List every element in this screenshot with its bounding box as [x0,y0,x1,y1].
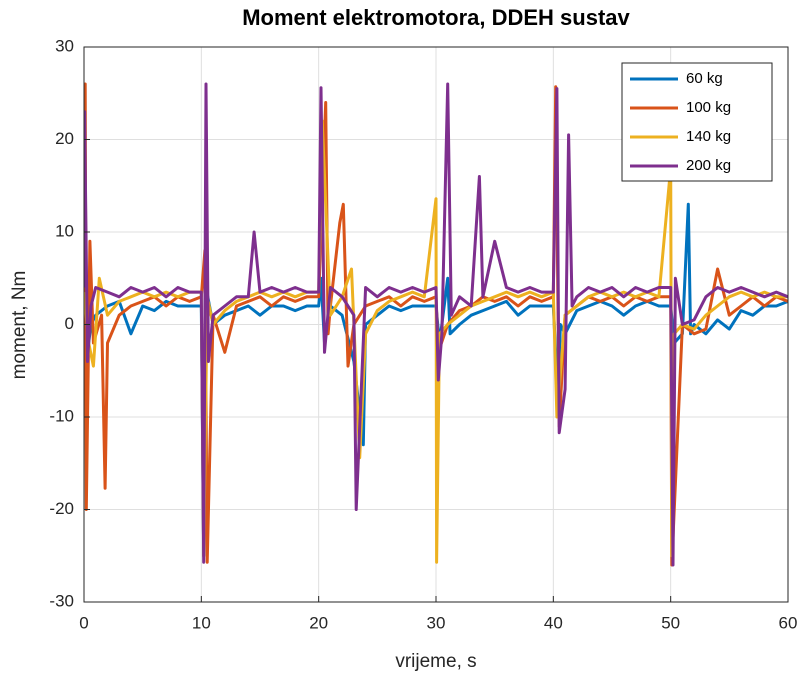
legend-label: 100 kg [686,99,731,116]
chart-title: Moment elektromotora, DDEH sustav [242,5,630,30]
x-tick-label: 60 [779,613,798,632]
y-axis-label: moment, Nm [9,271,30,380]
x-tick-label: 30 [427,613,446,632]
x-tick-label: 50 [661,613,680,632]
legend: 60 kg 100 kg 140 kg 200 kg [621,62,773,182]
x-axis-label: vrijeme, s [395,651,476,672]
legend-label: 60 kg [686,70,723,87]
y-tick-label: 20 [55,129,74,148]
y-tick-label: 0 [65,314,74,333]
y-tick-label: -30 [49,591,74,610]
ticks: 0 10 20 30 40 50 60 -30 -20 -10 0 10 20 30 [49,36,797,632]
x-tick-label: 20 [309,613,328,632]
y-tick-label: 10 [55,221,74,240]
series-line [84,82,788,567]
series-line [84,82,788,567]
x-tick-label: 40 [544,613,563,632]
y-tick-label: -10 [49,406,74,425]
x-tick-label: 10 [192,613,211,632]
legend-label: 200 kg [686,157,731,174]
legend-box [621,62,773,182]
y-tick-label: 30 [55,36,74,55]
x-tick-label: 0 [79,613,88,632]
legend-label: 140 kg [686,128,731,145]
y-tick-label: -20 [49,499,74,518]
lines [84,82,788,567]
